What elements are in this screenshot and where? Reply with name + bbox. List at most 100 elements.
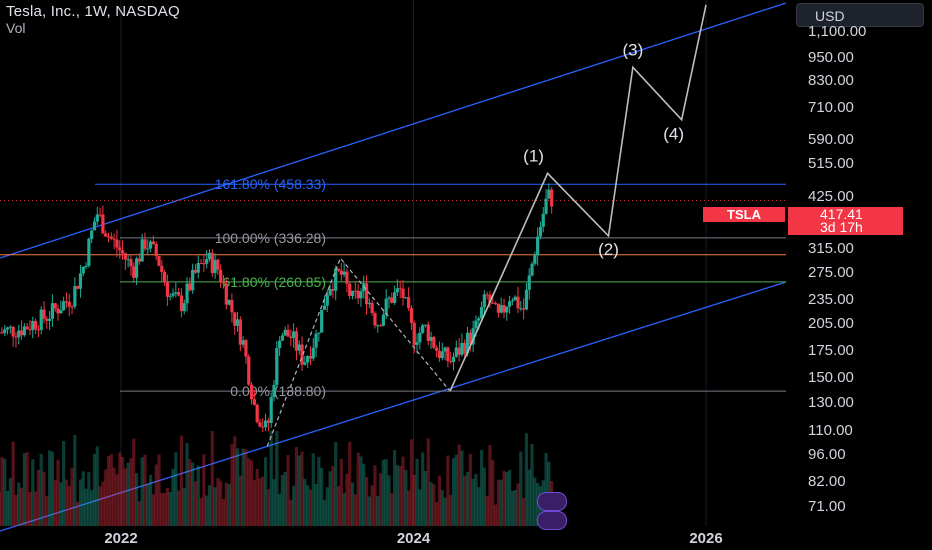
volume-bar (449, 494, 453, 526)
candle-body (278, 340, 282, 349)
volume-bar (151, 494, 155, 526)
volume-bar (440, 490, 444, 526)
candle-body (8, 326, 12, 328)
volume-bar (95, 446, 99, 526)
candle-body (286, 329, 290, 337)
candle-body (42, 309, 46, 319)
candle-body (272, 384, 276, 398)
volume-bar (249, 460, 254, 526)
volume-indicator-label[interactable]: Vol (6, 20, 26, 36)
price-axis-tick: 235.00 (808, 290, 854, 308)
candle-body (426, 324, 430, 341)
volume-bar (247, 458, 251, 526)
volume-bar (482, 467, 486, 526)
volume-bar (513, 489, 517, 526)
volume-bar (5, 490, 10, 526)
candle-body (157, 256, 161, 266)
candle-body (191, 269, 195, 291)
ai-assistant-icon[interactable] (537, 492, 567, 511)
candle-body (87, 238, 91, 266)
fib-level-label: 100.00% (336.28) (215, 230, 326, 246)
candle-body (510, 300, 515, 302)
candle-body (479, 307, 484, 319)
volume-bar (336, 485, 341, 526)
abc-zigzag-line (266, 257, 451, 447)
candle-body (221, 281, 226, 284)
candle-body (317, 332, 321, 334)
volume-bar (106, 456, 111, 526)
volume-bar (104, 469, 108, 526)
candle-body (477, 318, 481, 321)
candle-body (353, 290, 357, 292)
candle-body (261, 426, 265, 428)
volume-bar (488, 445, 492, 526)
volume-bar (165, 487, 170, 526)
currency-button[interactable]: USD (796, 3, 924, 27)
candle-body (370, 302, 374, 314)
volume-bar (33, 491, 38, 526)
volume-bar (56, 459, 60, 526)
candle-body (17, 330, 21, 338)
volume-bar (289, 499, 293, 526)
volume-bar (196, 465, 200, 526)
volume-bar (233, 436, 237, 526)
candle-body (48, 318, 52, 321)
candle-body (339, 270, 343, 275)
volume-bar (460, 450, 464, 526)
volume-bar (390, 492, 394, 526)
lightning-icon[interactable] (537, 511, 567, 530)
candle-body (328, 288, 332, 296)
candle-body (185, 283, 189, 304)
price-axis-tick: 710.00 (808, 99, 854, 117)
time-axis-tick: 2026 (689, 530, 723, 547)
candle-body (140, 239, 144, 262)
volume-bar (163, 493, 167, 526)
candle-body (174, 292, 178, 294)
volume-bar (76, 501, 80, 526)
candle-body (137, 258, 141, 262)
volume-bar (451, 457, 456, 526)
candle-body (471, 328, 475, 345)
candle-body (5, 327, 10, 330)
wave-label: (3) (622, 40, 643, 59)
candle-body (126, 259, 130, 261)
channel-lower-line (0, 281, 787, 532)
volume-bar (297, 455, 301, 526)
volume-bar (286, 455, 290, 526)
volume-bar (524, 433, 529, 526)
volume-bar (92, 453, 97, 526)
candle-body (516, 296, 520, 309)
volume-bar (101, 481, 105, 526)
candle-body (527, 275, 531, 290)
candle-body (104, 233, 108, 237)
candle-body (435, 347, 439, 351)
candle-body (101, 214, 105, 234)
channel-upper-line (0, 2, 787, 259)
volume-bar (185, 443, 189, 526)
volume-bar (465, 471, 470, 526)
candle-body (19, 330, 24, 336)
elliott-wave-projection (449, 4, 707, 392)
volume-bar (314, 483, 318, 526)
candle-body (294, 331, 299, 351)
candles (0, 183, 554, 433)
candle-body (199, 263, 203, 265)
candle-body (92, 221, 97, 231)
candle-body (507, 301, 512, 307)
volume-bar (120, 457, 125, 526)
volume-bar (502, 470, 506, 526)
price-axis-tick: 96.00 (808, 446, 846, 464)
candle-body (244, 340, 248, 357)
volume-bar (238, 475, 242, 526)
price-axis-tick: 590.00 (808, 131, 854, 149)
candle-body (398, 288, 402, 290)
volume-bar (350, 482, 355, 526)
candle-body (118, 247, 122, 251)
volume-bar (292, 485, 296, 526)
candle-body (115, 239, 119, 248)
volume-bar (519, 451, 523, 526)
volume-bar (437, 475, 442, 526)
volume-bar (505, 471, 509, 526)
candle-body (219, 269, 223, 282)
